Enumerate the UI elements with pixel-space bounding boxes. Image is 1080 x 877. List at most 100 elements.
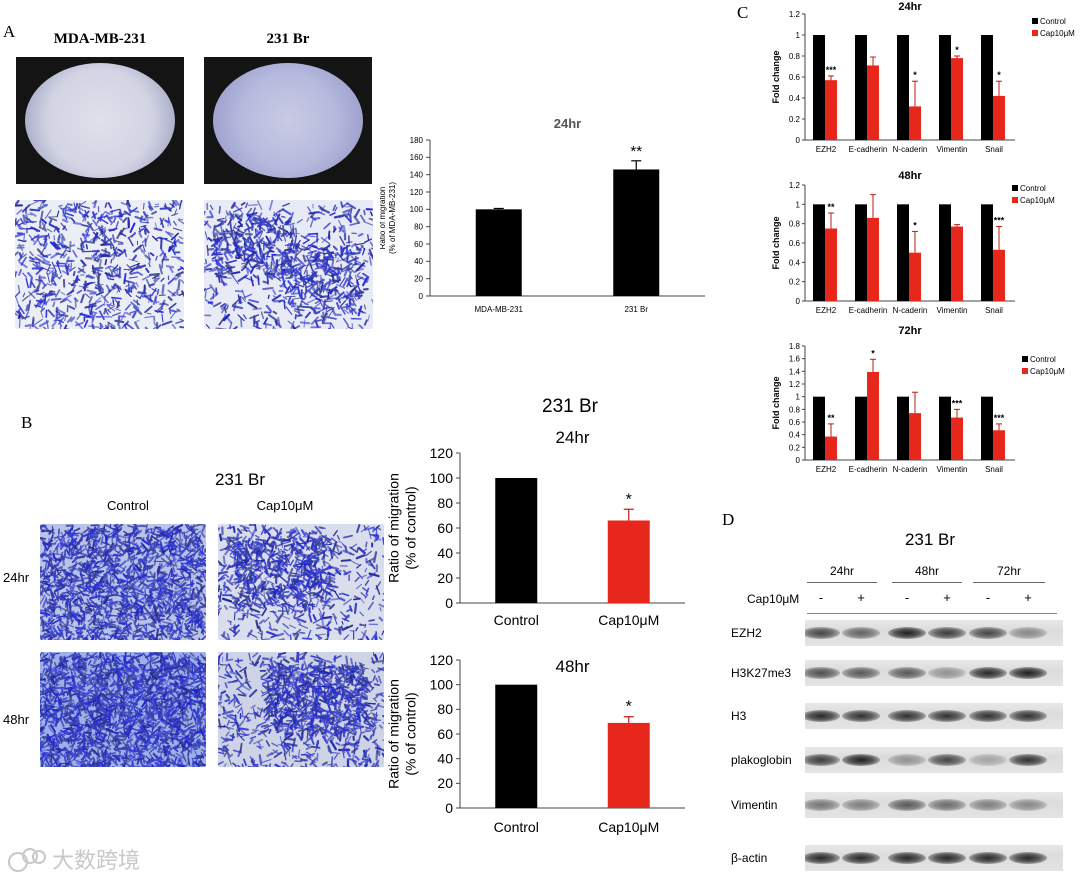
chart-c24-xlabel-2: N-caderin	[893, 145, 928, 154]
micrograph-b-control-24	[40, 524, 206, 640]
panel-a-col1-label: MDA-MB-231	[53, 31, 147, 47]
panel-b-col1-label: Control	[107, 498, 149, 513]
chart-b24-sig-1: *	[626, 491, 632, 508]
chart-a-xlabel-1: 231 Br	[624, 305, 648, 314]
chart-c72-sig-3: ***	[952, 398, 963, 408]
chart-b24-ytick-label: 60	[437, 520, 453, 536]
chart-c24-bar-1-1	[867, 65, 879, 140]
chart-b48-ytick-label: 20	[437, 775, 453, 791]
chart-b24-ytick-label: 120	[430, 445, 454, 461]
blot-row-4	[805, 792, 1063, 818]
micrograph-231br	[204, 200, 373, 329]
blot-band	[969, 627, 1007, 639]
chart-a-ytick-label: 160	[410, 153, 424, 162]
chart-c48-ylabel: Fold change	[771, 216, 781, 269]
chart-a-ytick-label: 120	[410, 188, 424, 197]
chart-c24-ytick-label: 0.6	[789, 73, 801, 82]
chart-c72-sig-4: ***	[994, 413, 1005, 423]
chart-a-bar-0	[475, 209, 522, 296]
chart-c24-legend-swatch-0	[1032, 18, 1038, 24]
blot-protein-label-5: β-actin	[731, 851, 768, 865]
chart-a-title: 24hr	[554, 116, 581, 131]
chart-c48-sig-0: **	[827, 202, 835, 212]
chart-b24-ytick-label: 80	[437, 495, 453, 511]
chart-c24-bar-0-0	[813, 35, 825, 140]
chart-c24-bar-0-1	[855, 35, 867, 140]
chart-c48-bar-0-1	[855, 204, 867, 301]
blot-band	[888, 710, 926, 722]
chart-a-ytick-label: 80	[414, 222, 423, 231]
blot-band	[928, 799, 966, 811]
chart-b24-ytick-label: 0	[445, 595, 453, 611]
chart-c72-ytick-label: 1.2	[789, 380, 801, 389]
chart-c48-title: 48hr	[898, 170, 922, 182]
chart-c72-xlabel-2: N-caderin	[893, 465, 928, 474]
chart-c24-ytick-label: 0.4	[789, 94, 801, 103]
blot-protein-label-3: plakoglobin	[731, 753, 792, 767]
chart-a-ytick-label: 60	[414, 240, 423, 249]
chart-a: 24hr 0 20 40 60 80 100 120 140 160 180 Ratio of mig…	[380, 116, 705, 314]
micrograph-cells	[15, 200, 184, 329]
blot-protein-label-0: EZH2	[731, 626, 762, 640]
chart-a-ytick-label: 20	[414, 274, 423, 283]
blot-band	[928, 754, 966, 766]
chart-b48-ylabel-line: Ratio of migration	[386, 679, 402, 789]
panel-b-title: 231 Br	[214, 470, 266, 489]
micrograph-b-cap-24	[218, 524, 384, 640]
blot-band	[805, 667, 840, 679]
chart-c72-ytick-label: 0.8	[789, 405, 801, 414]
chart-c72-ytick-label: 0	[796, 456, 801, 465]
micrograph-b-control-48	[40, 652, 206, 767]
panel-d-title: 231 Br	[904, 530, 956, 549]
chart-c48-sig-4: ***	[994, 216, 1005, 226]
chart-a-ytick-label: 140	[410, 170, 424, 179]
chart-c72-ytick-label: 1.8	[789, 342, 801, 351]
blot-band	[805, 627, 840, 639]
chart-c48-ytick-label: 0.4	[789, 258, 801, 267]
panel-letter-d: D	[722, 510, 735, 529]
chart-a-ytick-label: 40	[414, 257, 423, 266]
blot-band	[842, 799, 880, 811]
chart-b24-xlabel-0: Control	[494, 612, 539, 628]
blot-sign-2: -	[904, 590, 910, 605]
chart-c24-bar-1-4	[993, 95, 1005, 140]
chart-c48-bar-0-2	[897, 204, 909, 301]
chart-c72-sig-1: *	[871, 348, 875, 358]
blot-protein-label-1: H3K27me3	[731, 666, 792, 680]
chart-c72-bar-1-4	[993, 430, 1005, 460]
chart-c48-legend-label-0: Control	[1020, 184, 1046, 193]
blot-timepoint-1: 48hr	[914, 564, 940, 578]
chart-c72-bar-0-2	[897, 396, 909, 460]
chart-c72-xlabel-1: E-cadherin	[849, 465, 888, 474]
chart-c48-xlabel-2: N-caderin	[893, 306, 928, 315]
chart-c24-ylabel: Fold change	[771, 50, 781, 103]
panel-b-row1-label: 24hr	[3, 570, 30, 585]
chart-c48-xlabel-3: Vimentin	[937, 306, 968, 315]
chart-c24-legend-label-1: Cap10μM	[1040, 29, 1075, 38]
chart-b48-bar-1	[607, 722, 650, 808]
blot-band	[928, 627, 966, 639]
chart-b48-title: 48hr	[555, 657, 589, 676]
micrograph-cells	[204, 200, 373, 329]
micrograph-mda	[15, 200, 184, 329]
chart-c72-bar-0-4	[981, 396, 993, 460]
chart-c48-ytick-label: 0.8	[789, 220, 801, 229]
chart-c48-ytick-label: 1	[796, 200, 801, 209]
chart-b24-ytick-label: 20	[437, 570, 453, 586]
chart-b24-ylabel: Ratio of migration (% of control)	[386, 473, 419, 583]
blot-protein-label-2: H3	[731, 709, 747, 723]
micrograph-cells	[218, 652, 384, 767]
chart-c24-xlabel-3: Vimentin	[937, 145, 968, 154]
chart-c24-xlabel-0: EZH2	[816, 145, 837, 154]
chart-c72-sig-0: **	[827, 413, 835, 423]
chart-b24-bar-0	[495, 478, 538, 603]
chart-c48-bar-0-4	[981, 204, 993, 301]
chart-b24-ylabel-line: Ratio of migration	[386, 473, 402, 583]
chart-b24-bar-1	[607, 520, 650, 603]
blot-band	[805, 710, 840, 722]
chart-b24-ytick-label: 40	[437, 545, 453, 561]
blot-treatment-label: Cap10μM	[747, 592, 800, 606]
chart-c72-bar-1-3	[951, 417, 963, 460]
blot-timepoint-0: 24hr	[829, 564, 855, 578]
chart-a-xlabel-0: MDA-MB-231	[475, 305, 524, 314]
